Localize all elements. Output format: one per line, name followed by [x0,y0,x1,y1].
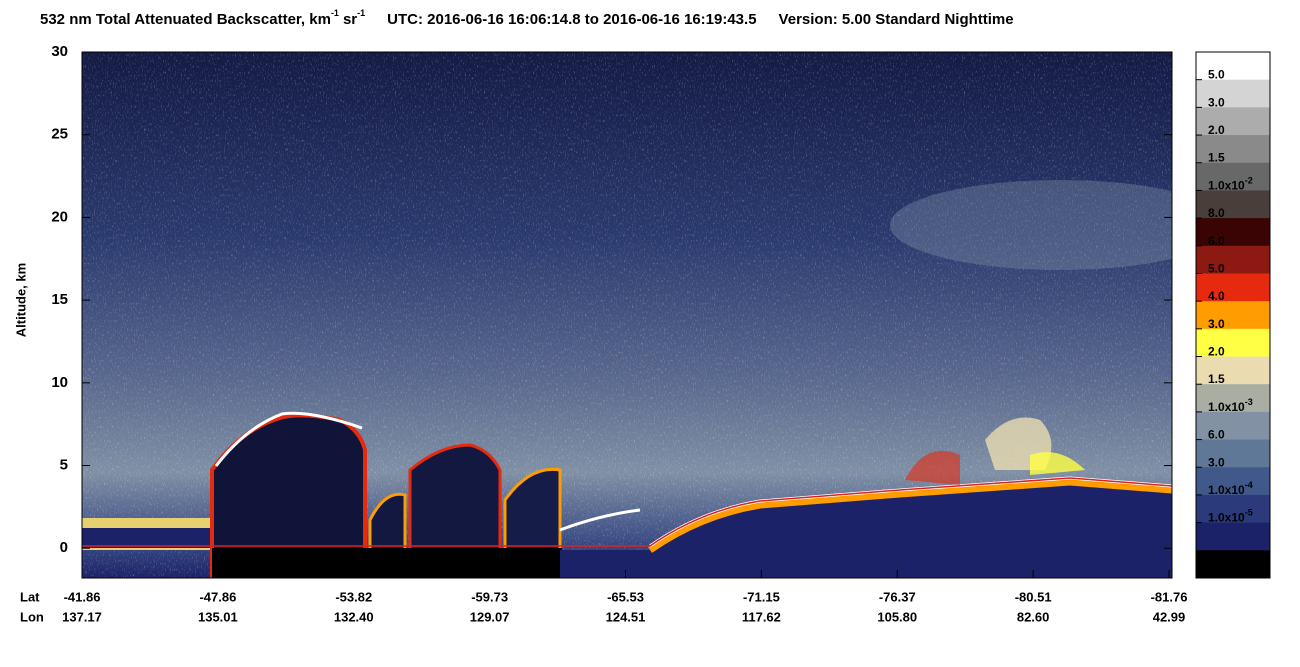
colorbar-band [1196,356,1270,385]
plot-frame [81,51,1173,579]
x-tick-label: 135.01 [198,609,238,624]
colorbar-band [1196,162,1270,191]
colorbar-label: 1.0x10-2 [1208,176,1253,193]
x-tick-label: 132.40 [334,609,374,624]
colorbar-label-text: 3.0 [1208,455,1225,469]
colorbar-label-text: 6.0 [1208,234,1225,248]
colorbar-label-text: 1.0x10 [1208,483,1245,497]
y-tick-label: 10 [51,374,68,391]
colorbar-band [1196,52,1270,81]
curtain [82,52,1172,578]
colorbar-label: 3.0 [1208,455,1225,469]
colorbar-band [1196,411,1270,441]
y-tick-label: 30 [51,43,68,60]
x-tick-label: 117.62 [742,609,781,624]
colorbar-band [1196,467,1270,496]
x-tick-label: 137.17 [62,609,102,624]
colorbar-label-text: 1.0x10 [1208,511,1245,525]
colorbar-band [1196,384,1270,413]
colorbar-label: 1.5 [1208,151,1225,165]
colorbar-label: 6.0 [1208,428,1225,442]
colorbar-label-text: 6.0 [1208,428,1225,442]
colorbar-label-text: 5.0 [1208,262,1225,276]
colorbar-label-exponent: -5 [1245,508,1253,518]
x-tick-label: -76.37 [879,589,916,604]
x-tick-label: -71.15 [743,589,780,604]
colorbar-band [1196,135,1270,164]
colorbar-label: 1.0x10-3 [1208,397,1253,414]
colorbar-label-text: 1.5 [1208,151,1225,165]
colorbar-band [1196,301,1270,330]
x-tick-label: -59.73 [471,589,508,604]
x-tick-label: -80.51 [1015,589,1052,604]
colorbar-label: 6.0 [1208,234,1225,248]
x-tick-label: -41.86 [64,589,101,604]
y-tick-label: 5 [60,456,68,473]
colorbar-band [1196,550,1270,579]
colorbar-label-text: 8.0 [1208,206,1225,220]
colorbar-band [1196,439,1270,468]
y-tick-label: 15 [51,291,68,308]
y-tick-label: 25 [51,126,68,143]
colorbar-label-text: 3.0 [1208,317,1225,331]
chart-title: 532 nm Total Attenuated Backscatter, km-… [40,8,1014,28]
colorbar-label-exponent: -3 [1245,397,1253,407]
colorbar-label-exponent: -2 [1245,176,1253,186]
colorbar-label-text: 2.0 [1208,123,1225,137]
colorbar-label-text: 3.0 [1208,96,1225,110]
colorbar-band [1196,494,1270,524]
colorbar-label-text: 2.0 [1208,345,1225,359]
x-tick-label: 82.60 [1017,609,1050,624]
colorbar-frame [1195,51,1271,579]
colorbar-label-text: 4.0 [1208,289,1225,303]
colorbar-band [1196,273,1270,302]
colorbar-label: 1.5 [1208,372,1225,386]
x-tick-label: 42.99 [1153,609,1186,624]
colorbar-label: 5.0 [1208,262,1225,276]
colorbar-label: 8.0 [1208,206,1225,220]
y-tick-label: 20 [51,208,68,225]
x-tick-label: 129.07 [470,609,510,624]
x-tick-label: -53.82 [335,589,372,604]
colorbar-label-exponent: -4 [1245,480,1253,490]
colorbar-band [1196,328,1270,358]
x-tick-label: 124.51 [606,609,646,624]
colorbar-label: 4.0 [1208,289,1225,303]
colorbar-label-text: 1.0x10 [1208,400,1245,414]
colorbar-label: 3.0 [1208,96,1225,110]
colorbar-band [1196,218,1270,247]
colorbar-label: 1.0x10-5 [1208,508,1253,525]
colorbar-label: 1.0x10-4 [1208,480,1253,497]
x-row-name: Lon [20,609,44,624]
colorbar-band [1196,190,1270,219]
colorbar-label: 5.0 [1208,68,1225,82]
colorbar-label: 3.0 [1208,317,1225,331]
x-tick-label: -81.76 [1151,589,1188,604]
colorbar-band [1196,245,1270,274]
colorbar-label-text: 5.0 [1208,68,1225,82]
colorbar-label: 2.0 [1208,123,1225,137]
y-axis-label: Altitude, km [13,263,28,337]
colorbar-band [1196,107,1270,136]
x-tick-label: -65.53 [607,589,644,604]
colorbar-band [1196,79,1270,108]
colorbar-label-text: 1.5 [1208,372,1225,386]
colorbar-band [1196,522,1270,551]
x-tick-label: 105.80 [877,609,917,624]
x-row-name: Lat [20,589,40,604]
x-tick-label: -47.86 [199,589,236,604]
colorbar-label: 2.0 [1208,345,1225,359]
y-tick-label: 0 [60,539,68,556]
colorbar-label-text: 1.0x10 [1208,179,1245,193]
